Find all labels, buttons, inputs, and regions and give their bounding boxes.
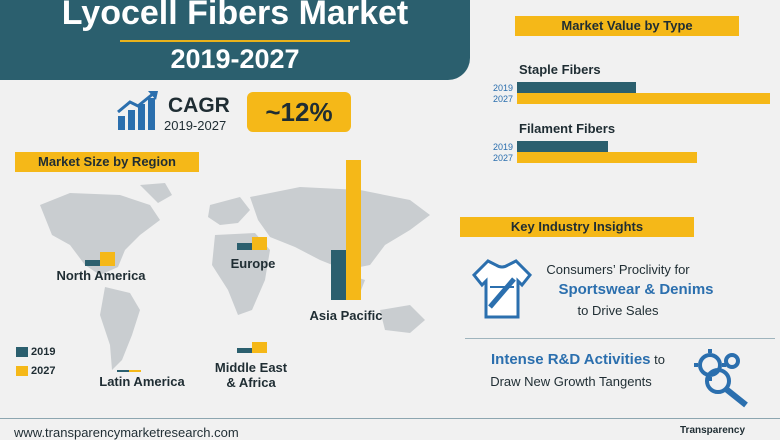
legend-label-2027: 2027 bbox=[31, 365, 56, 377]
insight-1-highlight: Sportswear & Denims bbox=[558, 281, 714, 298]
bar-middle-east-africa-2019 bbox=[237, 348, 252, 353]
bar-asia-pacific-2027 bbox=[346, 160, 361, 300]
type-staple-year-2027: 2027 bbox=[492, 94, 513, 104]
title-divider bbox=[120, 40, 350, 42]
bar-filament-2027 bbox=[517, 152, 697, 163]
bar-filament-2019 bbox=[517, 141, 609, 152]
footer-brand-logo: Transparency bbox=[680, 425, 746, 436]
bar-north-america-2019 bbox=[85, 260, 100, 266]
bar-north-america-2027 bbox=[100, 252, 115, 266]
insight-1-line-3: to Drive Sales bbox=[577, 303, 659, 318]
type-filament-year-2019: 2019 bbox=[492, 142, 513, 152]
page-title: Lyocell Fibers Market bbox=[61, 0, 409, 32]
region-label-africa-line: & Africa bbox=[226, 375, 276, 390]
bar-europe-2027 bbox=[252, 237, 267, 250]
region-label-middle-east-africa: Middle East & Africa bbox=[204, 360, 298, 390]
bar-europe-2019 bbox=[237, 243, 252, 250]
region-section-tag: Market Size by Region bbox=[15, 152, 199, 172]
bar-staple-2027 bbox=[517, 93, 770, 104]
insight-2-line-2: Draw New Growth Tangents bbox=[490, 374, 652, 389]
bar-asia-pacific-2019 bbox=[331, 250, 346, 300]
insight-2-highlight: Intense R&D Activities bbox=[491, 351, 651, 368]
gears-magnifier-icon bbox=[694, 349, 748, 408]
insights-section-tag: Key Industry Insights bbox=[460, 217, 694, 237]
bar-latin-america-2019 bbox=[117, 370, 129, 372]
cagr-value: ~12% bbox=[247, 92, 351, 132]
region-label-middle-east-line: Middle East bbox=[214, 360, 288, 375]
region-label-north-america: North America bbox=[56, 268, 146, 283]
insight-2-tail: to bbox=[650, 352, 665, 367]
jersey-icon bbox=[471, 259, 533, 319]
legend-label-2019: 2019 bbox=[31, 346, 56, 358]
bar-staple-2019 bbox=[517, 82, 636, 93]
value-section-tag: Market Value by Type bbox=[515, 16, 739, 36]
page-subtitle: 2019-2027 bbox=[170, 44, 300, 74]
insight-1-line-1: Consumers’ Proclivity for bbox=[546, 262, 690, 277]
bar-middle-east-africa-2027 bbox=[252, 342, 267, 353]
footer-divider bbox=[0, 418, 780, 419]
bar-latin-america-2027 bbox=[129, 370, 141, 372]
type-staple-year-2019: 2019 bbox=[492, 83, 513, 93]
insight-2-line-1: Intense R&D Activities to bbox=[468, 351, 688, 369]
legend-swatch-2027 bbox=[16, 366, 28, 376]
growth-chart-icon bbox=[117, 91, 158, 130]
region-label-europe: Europe bbox=[230, 256, 276, 271]
cagr-label: CAGR bbox=[168, 94, 230, 117]
type-label-filament: Filament Fibers bbox=[519, 121, 616, 136]
insights-divider bbox=[465, 338, 775, 339]
legend-swatch-2019 bbox=[16, 347, 28, 357]
type-label-staple: Staple Fibers bbox=[519, 62, 601, 77]
cagr-period: 2019-2027 bbox=[164, 118, 227, 133]
footer-url: www.transparencymarketresearch.com bbox=[14, 425, 239, 440]
type-filament-year-2027: 2027 bbox=[492, 153, 513, 163]
region-label-latin-america: Latin America bbox=[99, 374, 185, 389]
region-label-asia-pacific: Asia Pacific bbox=[309, 308, 383, 323]
